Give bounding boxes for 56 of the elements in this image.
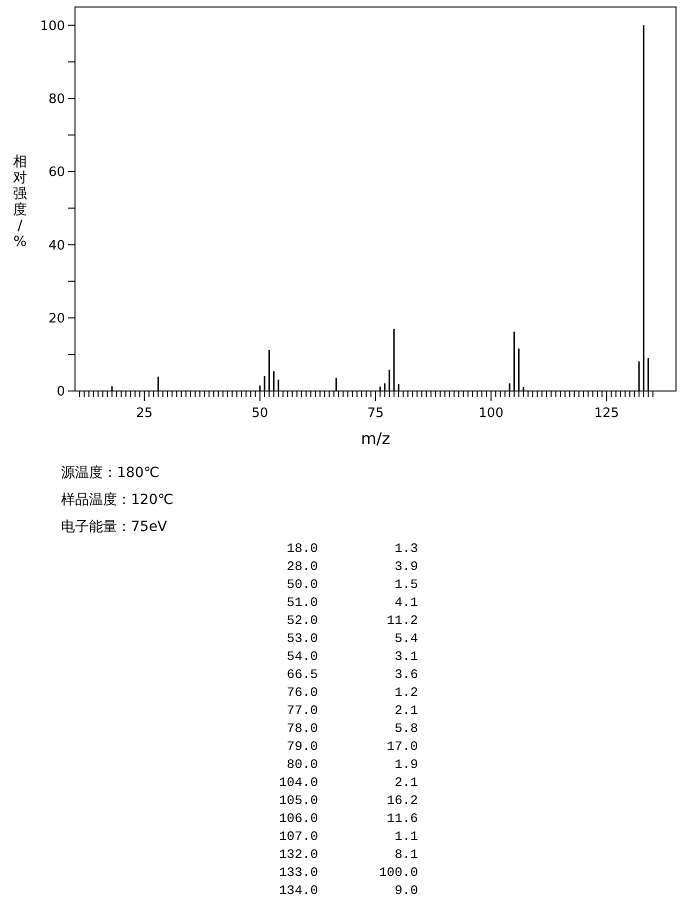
text: 105.0 (278, 793, 318, 808)
y-tick-label: 60 (48, 165, 65, 180)
y-tick-label: 80 (48, 92, 65, 107)
text: 79.0 (286, 739, 318, 754)
text: 3.9 (394, 559, 418, 574)
text: 104.0 (278, 775, 318, 790)
text: 134.0 (278, 883, 318, 898)
text: 1.2 (394, 685, 418, 700)
x-tick-label: 125 (594, 406, 620, 421)
text: 2.1 (394, 703, 418, 718)
text: 106.0 (278, 811, 318, 826)
y-tick-label: 0 (56, 384, 65, 400)
text: 2.1 (394, 775, 418, 790)
text: 11.6 (386, 811, 418, 826)
text: 16.2 (386, 793, 418, 808)
text: 5.4 (394, 631, 418, 646)
text: 76.0 (286, 685, 318, 700)
text: 9.0 (394, 883, 418, 898)
text: 77.0 (286, 703, 318, 718)
x-axis-title: m/z (360, 429, 390, 448)
text: 1.9 (394, 757, 418, 772)
text: 源温度：180℃ (61, 465, 160, 481)
text: 3.6 (394, 667, 418, 682)
text: 电子能量：75eV (61, 519, 168, 535)
text: 80.0 (286, 757, 318, 772)
text: 78.0 (286, 721, 318, 736)
x-tick-label: 50 (252, 406, 268, 421)
x-tick-label: 25 (136, 406, 153, 421)
text: 50.0 (286, 577, 318, 592)
y-tick-label: 20 (48, 311, 65, 326)
text: 1.1 (394, 829, 418, 844)
text: 1.5 (394, 577, 418, 592)
text: 18.0 (286, 541, 318, 556)
text: 17.0 (386, 739, 418, 754)
y-axis-title: 相对强度/% (13, 154, 27, 250)
text: 51.0 (286, 595, 318, 610)
x-tick-label: 75 (367, 406, 384, 421)
text: 133.0 (278, 865, 318, 880)
text: 28.0 (286, 559, 318, 574)
text: 4.1 (394, 595, 418, 610)
text: 8.1 (394, 847, 418, 862)
text: 样品温度：120℃ (61, 492, 174, 508)
y-tick-label: 100 (40, 18, 65, 34)
text: 3.1 (394, 649, 418, 664)
text: 107.0 (278, 829, 318, 844)
text: 132.0 (278, 847, 318, 862)
text: 100.0 (378, 865, 418, 880)
text: 54.0 (286, 649, 318, 664)
x-tick-label: 100 (478, 406, 504, 421)
y-tick-label: 40 (48, 238, 65, 254)
text: 66.5 (286, 667, 318, 682)
text: 11.2 (386, 613, 418, 628)
text: 53.0 (286, 631, 318, 646)
text: 52.0 (286, 613, 318, 628)
text: 1.3 (394, 541, 418, 556)
text: 5.8 (394, 721, 418, 736)
